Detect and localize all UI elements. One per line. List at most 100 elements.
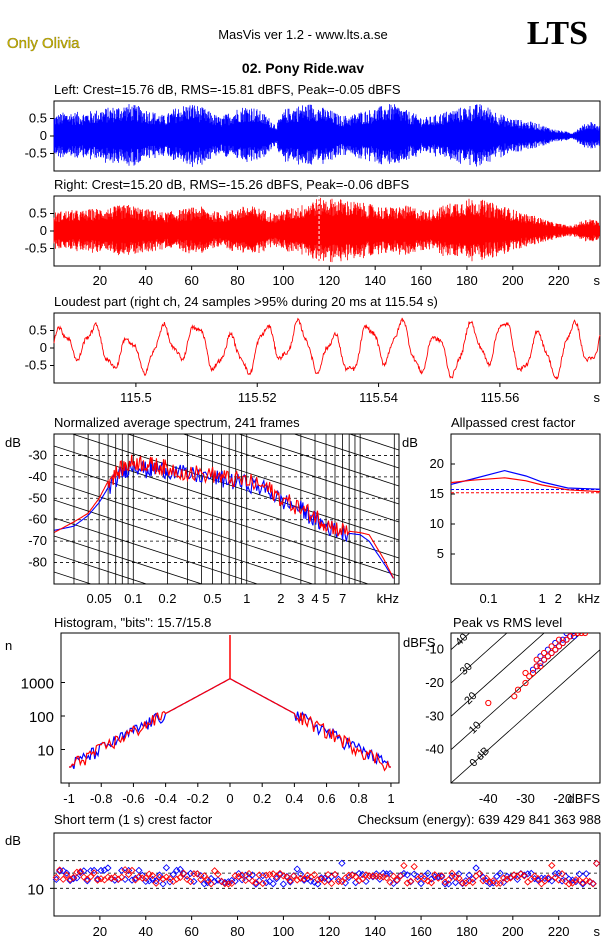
crest-point-right (503, 875, 511, 883)
plot-frame (450, 632, 601, 784)
crest-point-right (279, 872, 288, 880)
scatter-point-right (522, 669, 529, 677)
crest-point-right (283, 873, 291, 881)
slope-line (54, 535, 204, 584)
slope-line (54, 302, 399, 414)
crest-point-left (451, 878, 460, 887)
crest-point-right (321, 878, 329, 886)
y-tick-label: 100 (29, 709, 54, 726)
crest-point-left (413, 872, 422, 881)
crest-point-right (190, 870, 198, 878)
crest-point-left (131, 874, 140, 883)
y-tick-label: -0.5 (25, 358, 47, 373)
crest-point-right (124, 870, 133, 879)
x-tick-label: 0.05 (86, 591, 111, 606)
y-tick-label: 0.5 (29, 206, 47, 221)
crest-point-right (413, 875, 422, 884)
crest-point-left (496, 869, 504, 877)
spectrum-right-line (54, 454, 394, 579)
crest-point-right (272, 873, 281, 881)
crest-point-right (52, 873, 60, 882)
slope-line (54, 626, 399, 738)
x-axis-unit: dBFS (567, 791, 600, 806)
crest-point-left (424, 869, 432, 877)
crest-point-right (558, 870, 566, 878)
x-tick-label: 80 (230, 924, 244, 939)
crest-point-right (427, 879, 436, 887)
crest-point-right (231, 872, 239, 880)
x-tick-label: -40 (479, 791, 498, 806)
scatter-point-right (541, 656, 548, 663)
y-tick-label: -0.5 (25, 241, 47, 256)
crest-point-left (403, 871, 411, 879)
crest-point-right (331, 870, 339, 879)
slope-line (54, 553, 148, 584)
crest-point-right (482, 874, 491, 882)
crest-point-right (327, 879, 336, 888)
y-tick-label: 0 (40, 223, 47, 238)
y-tick-label: 0.5 (29, 111, 47, 126)
crest-point-right (66, 875, 74, 883)
x-tick-label: 160 (410, 273, 432, 288)
crest-point-right (73, 868, 81, 876)
crest-point-left (62, 869, 71, 877)
app-title: MasVis ver 1.2 - www.lts.a.se (218, 27, 388, 42)
x-tick-label: 4 (311, 591, 318, 606)
crest-point-left (162, 864, 171, 872)
lts-logo: LTS (527, 15, 588, 52)
plot-frame (450, 433, 601, 585)
crest-point-left (441, 880, 449, 888)
x-tick-label: 140 (364, 273, 386, 288)
crest-point-right (204, 876, 212, 884)
x-tick-label: 115.56 (481, 390, 520, 405)
scatter-point-right (548, 649, 555, 657)
x-tick-label: 140 (364, 924, 386, 939)
crest-point-right (352, 873, 360, 881)
crest-point-right (286, 877, 294, 885)
crest-point-left (152, 877, 160, 885)
scatter-point-left (537, 653, 544, 660)
allpass-left-line (450, 469, 601, 490)
crest-point-left (52, 875, 60, 884)
crest-point-right (524, 878, 532, 886)
x-tick-label: 200 (502, 924, 524, 939)
crest-point-right (118, 873, 126, 881)
slope-line (348, 434, 399, 451)
histogram-left-line (69, 678, 391, 770)
slope-line (182, 434, 399, 505)
y-tick-label: -30 (28, 447, 47, 462)
crest-point-left (76, 868, 85, 877)
crest-point-right (472, 872, 480, 880)
crest-point-right (444, 876, 453, 884)
crest-point-left (296, 870, 305, 878)
crest-point-right (541, 877, 549, 885)
x-tick-label: 0.4 (285, 791, 303, 806)
crest-point-left (173, 866, 181, 875)
x-tick-label: 60 (184, 273, 198, 288)
short-term-crest-title: Short term (1 s) crest factor (54, 812, 213, 827)
x-tick-label: 160 (410, 924, 432, 939)
crest-point-right (142, 874, 150, 882)
crest-point-right (87, 873, 95, 881)
scatter-point-right (578, 633, 585, 637)
x-tick-label: 0.1 (124, 591, 142, 606)
crest-point-left (338, 859, 346, 867)
crest-point-left (190, 877, 198, 886)
crest-point-right (455, 874, 463, 882)
slope-line (54, 445, 399, 559)
crest-point-left (73, 874, 81, 882)
crest-point-right (420, 875, 429, 883)
crest-point-left (555, 869, 563, 877)
short-term-crest-plot: dB 10 20 40 60 80 100 120 140 160 180 200 220 s (5, 832, 601, 939)
crest-point-right (235, 872, 243, 881)
crest-point-right (224, 880, 233, 888)
scatter-point-left (563, 633, 570, 637)
crest-point-right (365, 872, 374, 880)
scatter-point-right (567, 633, 574, 640)
slope-line (54, 499, 315, 584)
scatter-point-right (555, 636, 563, 643)
scatter-point-right (537, 663, 544, 670)
right-waveform-plot: 0.5 0 -0.5 20 40 60 80 100 120 140 160 180 200 220 s (25, 195, 601, 288)
crest-point-right (345, 871, 353, 879)
